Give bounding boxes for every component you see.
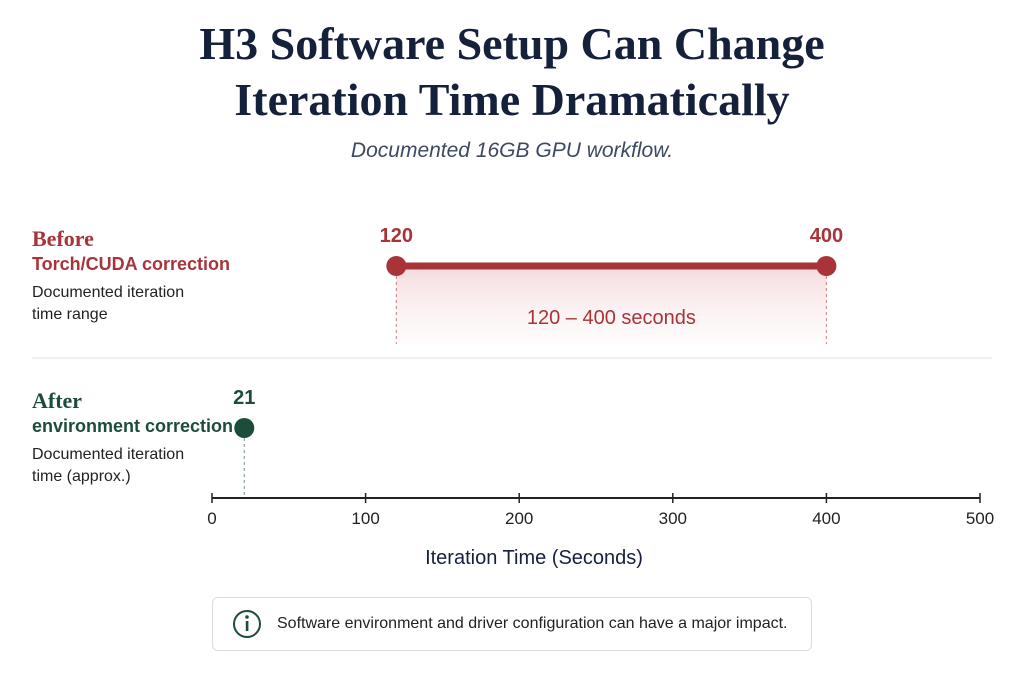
value-label: 120 (380, 225, 413, 247)
x-tick-label: 500 (966, 509, 994, 528)
dot (234, 418, 255, 438)
x-axis-label: Iteration Time (Seconds) (425, 547, 643, 569)
range-band (396, 266, 827, 344)
value-label: 21 (233, 387, 255, 409)
dot (386, 256, 407, 276)
series-label: environment correction (32, 416, 234, 436)
x-tick-label: 300 (659, 509, 687, 528)
x-tick-label: 400 (812, 509, 840, 528)
dot (816, 256, 837, 276)
series-name: Before (32, 226, 94, 251)
series-name: After (32, 388, 83, 413)
info-box: Software environment and driver configur… (212, 597, 812, 651)
series-note: Documented iteration time (approx.) (32, 446, 185, 485)
x-tick-label: 100 (351, 509, 379, 528)
series-note: Documented iteration time range (32, 284, 185, 323)
footnote: Software environment and driver configur… (277, 615, 788, 632)
chart-title: H3 Software Setup Can Change Iteration T… (199, 18, 825, 125)
info-icon (233, 610, 261, 638)
range-label: 120 – 400 seconds (527, 307, 696, 329)
x-tick-label: 200 (505, 509, 533, 528)
chart-subtitle: Documented 16GB GPU workflow. (350, 139, 674, 162)
series-label: Torch/CUDA correction (32, 254, 231, 274)
x-tick-label: 0 (207, 509, 216, 528)
value-label: 400 (810, 225, 843, 247)
